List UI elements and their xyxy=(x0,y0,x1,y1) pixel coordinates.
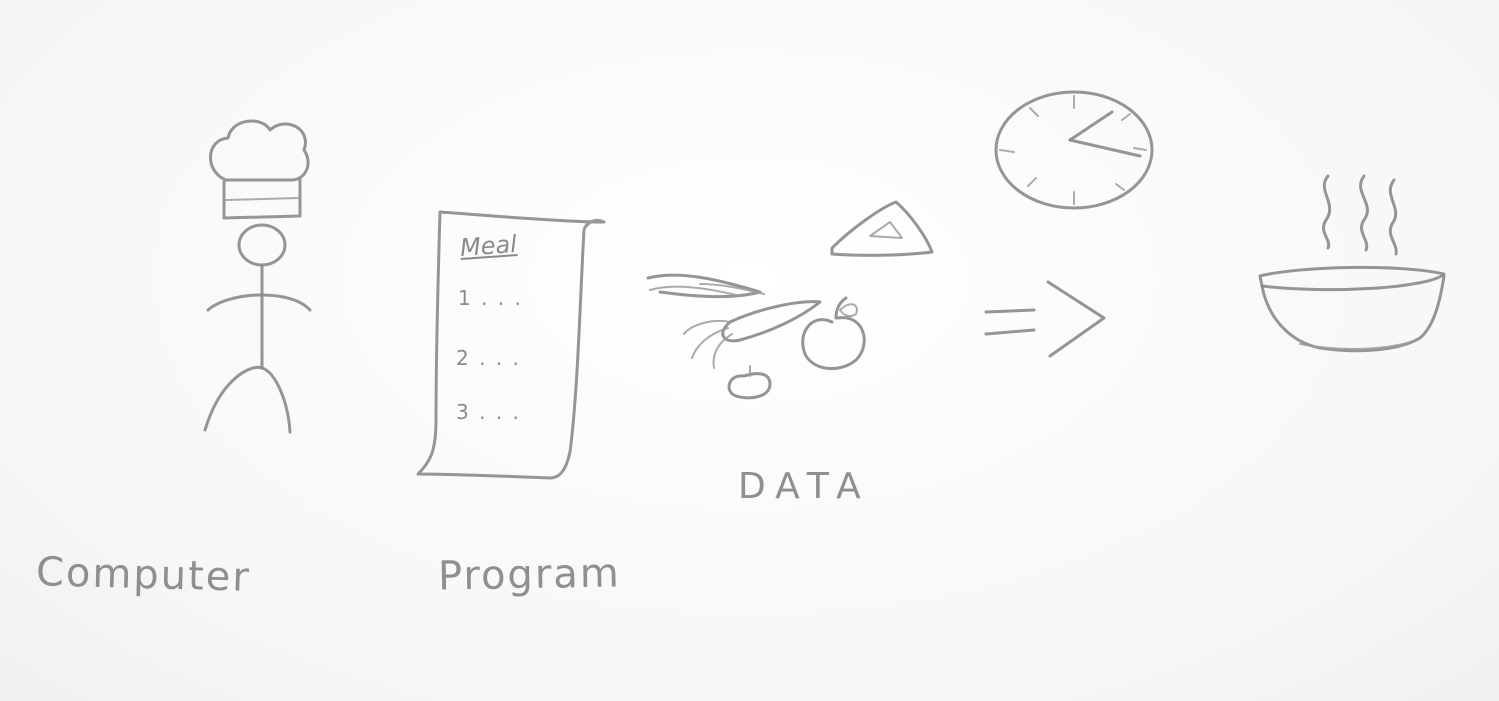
chef-head xyxy=(237,223,287,267)
computer-label: Computer xyxy=(35,549,252,601)
recipe-title: Meal xyxy=(459,230,518,262)
recipe-step: 1 . . . xyxy=(458,286,523,310)
chef-legs xyxy=(203,365,292,434)
chef-arms xyxy=(206,293,312,312)
bowl-rim xyxy=(1258,265,1446,292)
bowl-body xyxy=(1260,274,1446,353)
clock-face xyxy=(994,90,1154,210)
recipe-step: 2 . . . xyxy=(456,346,521,370)
recipe-scroll-icon xyxy=(416,210,606,480)
tomato-icon xyxy=(727,372,772,400)
carrot-icon xyxy=(721,300,822,343)
data-label: DATA xyxy=(738,466,871,507)
clock-hand-minute xyxy=(1068,110,1114,142)
chef-figure xyxy=(203,119,312,434)
steam-icon xyxy=(1322,174,1332,250)
chef-hat-band xyxy=(222,178,302,220)
chef-hat-icon xyxy=(209,119,310,182)
clock-hand-hour xyxy=(1068,138,1142,158)
program-label: Program xyxy=(437,550,622,600)
recipe-step: 3 . . . xyxy=(456,400,521,424)
ingredients-icon xyxy=(646,200,934,400)
clock-icon xyxy=(994,90,1154,210)
arrow-right-icon xyxy=(984,280,1106,358)
soup-bowl-icon xyxy=(1258,174,1446,353)
apple-icon xyxy=(801,316,866,370)
cheese-icon xyxy=(830,200,934,257)
